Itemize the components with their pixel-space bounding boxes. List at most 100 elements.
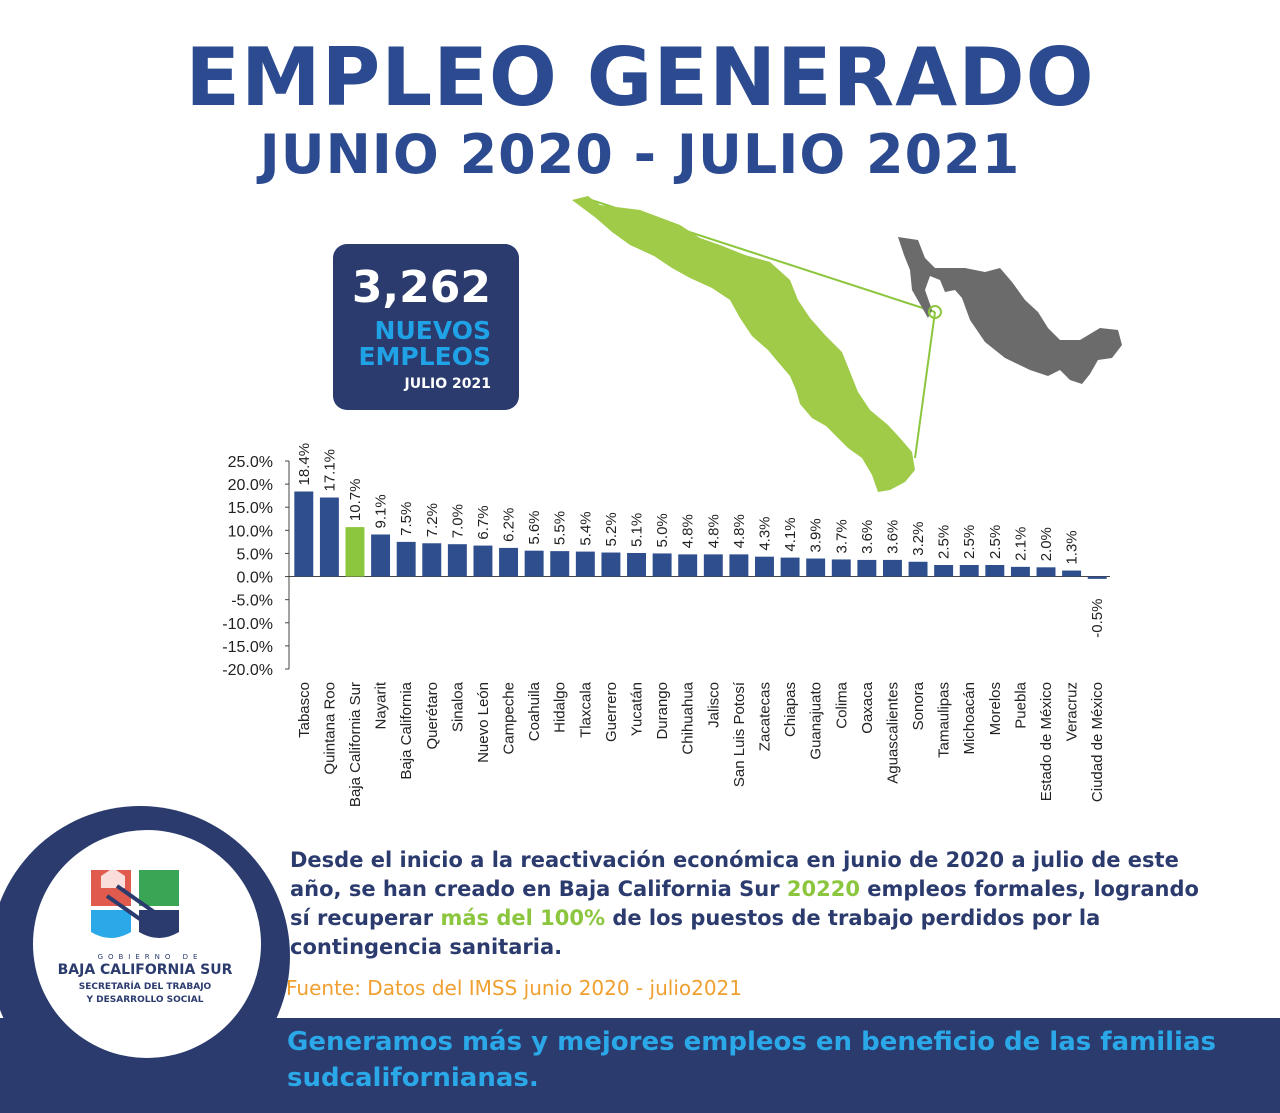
badge-line-empleos: EMPLEOS [358,342,491,372]
data-label: 2.5% [987,525,1004,559]
category-label: Coahuila [526,681,543,741]
data-label: 5.5% [552,511,569,545]
category-label: Aguascalientes [884,682,901,784]
data-label: 10.7% [347,479,364,522]
bar [319,497,339,577]
bar [678,554,698,577]
category-label: Yucatán [629,682,646,736]
bar [882,559,902,577]
location-marker [928,305,942,319]
data-label: 2.0% [1038,527,1055,561]
bar [729,554,749,577]
y-tick-label: 20.0% [228,477,273,494]
data-label: 4.1% [782,517,799,551]
category-label: Sonora [910,681,927,730]
new-jobs-count: 3,262 [351,262,491,313]
category-label: Michoacán [961,682,978,755]
category-label: Baja California [398,681,415,779]
logo-state-name: BAJA CALIFORNIA SUR [57,962,233,978]
bar [780,557,800,577]
data-label: -0.5% [1089,599,1106,638]
category-label: Sinaloa [449,681,466,732]
data-label: 5.2% [603,512,620,546]
category-label: Tlaxcala [577,681,594,738]
footer-slogan: Generamos más y mejores empleos en benef… [287,1027,1216,1093]
category-label: Durango [654,682,671,740]
desc-part2: empleos formales, logrando sí recuperar [290,877,1199,930]
data-label: 5.4% [577,511,594,545]
data-label: 5.0% [654,513,671,547]
category-label: Baja California Sur [347,682,364,807]
bar [575,551,595,577]
data-label: 5.6% [526,510,543,544]
page-subtitle: JUNIO 2020 - JULIO 2021 [259,123,1021,186]
bar [601,552,621,577]
bar [345,527,365,577]
data-label: 7.0% [449,504,466,538]
bar [831,559,851,577]
bar [652,553,672,577]
y-tick-label: 0.0% [237,570,273,587]
bar [806,558,826,577]
category-label: Zacatecas [756,682,773,751]
desc-part3: de los puestos de trabajo perdidos por l… [290,906,1101,959]
data-label: 4.8% [731,514,748,548]
bar [755,556,774,577]
category-label: Tabasco [296,682,313,738]
category-label: Guerrero [603,682,620,742]
bar [422,543,442,577]
bar [703,554,723,577]
bar [396,541,416,577]
logo-dept-line1: SECRETARÍA DEL TRABAJO [78,982,212,992]
baja-california-sur-map [572,196,915,492]
category-label: Chiapas [782,682,799,737]
logo-gobierno-text: GOBIERNO DE [97,953,203,961]
desc-highlight-jobs: 20220 [786,877,860,901]
data-label: 4.3% [756,516,773,550]
category-label: Colima [833,681,850,728]
data-label: 3.2% [910,522,927,556]
bar [550,551,570,577]
bar [959,565,979,577]
bar [1062,570,1082,577]
category-label: Jalisco [705,682,722,728]
y-tick-label: -20.0% [222,662,273,679]
y-tick-label: 25.0% [228,454,273,471]
category-label: Tamaulipas [936,682,953,758]
state-emblem-icon [91,868,179,938]
category-label: Oaxaca [859,681,876,733]
bar [857,559,877,577]
data-label: 3.6% [884,520,901,554]
bar [1010,566,1030,577]
mexico-map [898,237,1122,384]
category-label: Veracruz [1064,682,1081,741]
data-label: 9.1% [373,494,390,528]
category-label: San Luis Potosí [731,681,748,787]
category-label: Chihuahua [680,681,697,754]
y-tick-label: -10.0% [222,616,273,633]
map-connector-line [914,311,936,459]
bar [627,552,646,577]
data-label: 4.8% [680,514,697,548]
bar [524,550,544,577]
y-tick-label: -15.0% [222,639,273,656]
data-label: 2.1% [1012,527,1029,561]
category-label: Puebla [1012,681,1029,728]
bar [1087,576,1107,579]
category-label: Morelos [987,682,1004,735]
logo-circle [33,830,261,1058]
bar [908,561,928,577]
data-label: 3.7% [833,519,850,553]
data-label: 18.4% [296,443,313,486]
desc-part1: Desde el inicio a la reactivación económ… [290,848,1179,901]
data-label: 2.5% [961,525,978,559]
bar [473,545,493,577]
y-tick-label: 15.0% [228,500,273,517]
source-note: Fuente: Datos del IMSS junio 2020 - juli… [286,976,743,1000]
data-label: 3.9% [808,518,825,552]
data-label: 7.5% [398,502,415,536]
data-label: 7.2% [424,503,441,537]
data-label: 6.2% [501,508,518,542]
bar [447,544,467,577]
bar [934,565,954,577]
